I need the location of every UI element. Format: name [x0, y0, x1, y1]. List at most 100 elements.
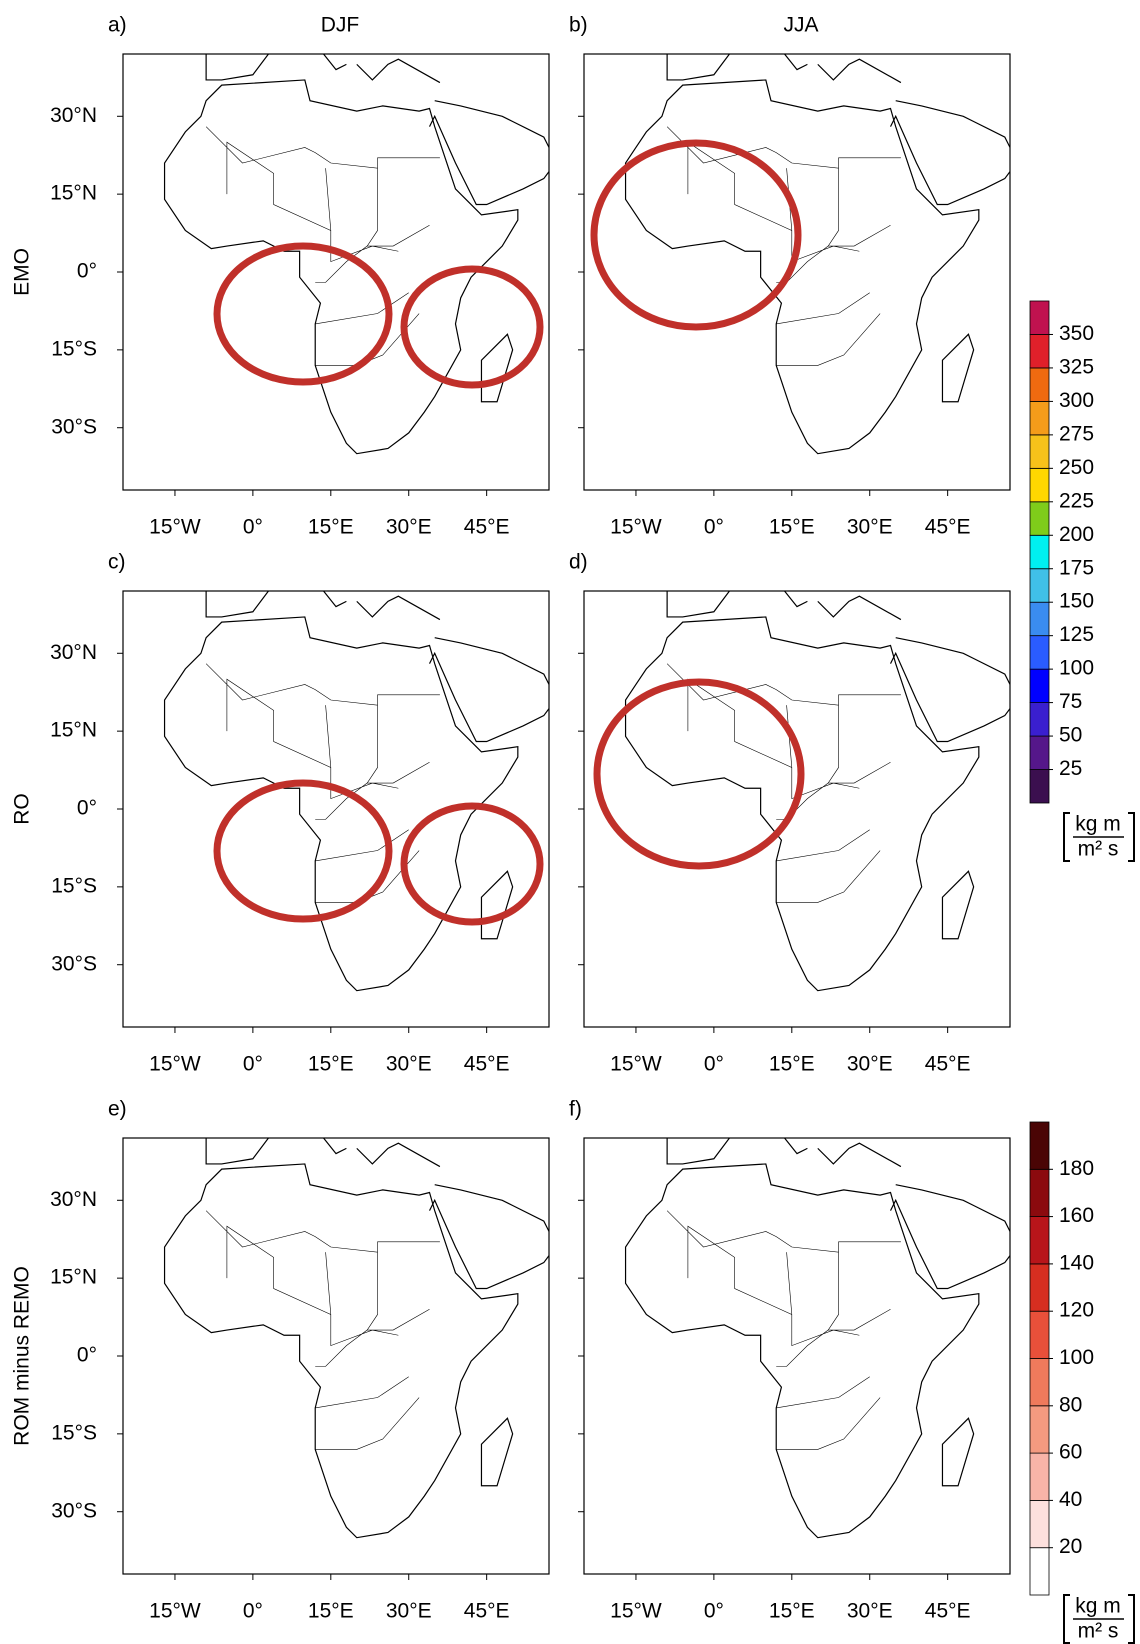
colorbar-tick-label: 300 [1059, 389, 1094, 412]
highlight-circle [213, 779, 393, 923]
colorbar-band [1029, 702, 1050, 737]
x-tick-label: 0° [243, 1053, 263, 1076]
x-tick-label: 30°E [386, 516, 432, 539]
colorbar: 20 40 60 80 100 120 140 160 180 kg mm² s [1029, 1121, 1135, 1644]
colorbar-band [1029, 635, 1050, 670]
y-tick-label: 30°N [50, 104, 97, 127]
colorbar-band [1029, 534, 1050, 570]
colorbar-tick-label: 20 [1059, 1535, 1082, 1558]
x-tick-label: 30°E [847, 516, 893, 539]
x-tick-label: 15°E [769, 516, 815, 539]
colorbar-band [1029, 1121, 1050, 1170]
highlight-circle [590, 139, 802, 331]
map-content [123, 591, 549, 1027]
colorbar-band [1029, 668, 1050, 704]
unit-bracket [1063, 1594, 1135, 1644]
map-panel: e) 15°W 0° 15°E 30°E 45°E 30°N 15°N 0° 15°S 30°S [50, 1098, 550, 1623]
highlight-circle [400, 802, 544, 926]
colorbar-band [1029, 1310, 1050, 1359]
colorbar-tick-label: 60 [1059, 1441, 1082, 1464]
y-tick-label: 15°N [50, 719, 97, 742]
colorbar-tick-label: 200 [1059, 523, 1094, 546]
x-tick-label: 15°W [610, 1600, 662, 1623]
y-tick-label: 15°N [50, 182, 97, 205]
colorbar-band [1029, 568, 1050, 603]
map-content [584, 54, 1010, 490]
panel-label: b) [569, 14, 588, 37]
colorbar-tick-label: 160 [1059, 1204, 1094, 1227]
row-label: RO [11, 793, 34, 825]
panel-label: d) [569, 551, 588, 574]
x-tick-label: 30°E [386, 1600, 432, 1623]
colorbar-tick-label: 325 [1059, 355, 1094, 378]
colorbar-tick-label: 150 [1059, 590, 1094, 613]
x-tick-label: 0° [704, 1600, 724, 1623]
x-tick-label: 15°E [769, 1053, 815, 1076]
x-tick-label: 45°E [464, 516, 510, 539]
colorbar-band [1029, 1358, 1050, 1407]
colorbar-band [1029, 300, 1050, 335]
y-tick-label: 15°S [51, 874, 97, 897]
colorbar-tick-label: 140 [1059, 1251, 1094, 1274]
x-tick-label: 0° [704, 1053, 724, 1076]
y-tick-label: 30°S [51, 415, 97, 438]
map-content [123, 54, 549, 490]
colorbar-tick-label: 225 [1059, 489, 1094, 512]
colorbar-band [1029, 1405, 1050, 1454]
colorbar-tick-label: 40 [1059, 1488, 1082, 1511]
x-tick-label: 45°E [464, 1600, 510, 1623]
x-tick-label: 45°E [464, 1053, 510, 1076]
x-tick-label: 15°E [308, 516, 354, 539]
panel-label: e) [108, 1098, 127, 1121]
colorbar-band [1029, 1500, 1050, 1549]
y-tick-label: 30°N [50, 1188, 97, 1211]
colorbar-tick-label: 180 [1059, 1157, 1094, 1180]
colorbar-tick-label: 120 [1059, 1299, 1094, 1322]
row-label: EMO [11, 248, 34, 296]
colorbar-band [1029, 1216, 1050, 1265]
x-tick-label: 0° [243, 1600, 263, 1623]
colorbar-band [1029, 1263, 1050, 1312]
y-tick-label: 15°N [50, 1266, 97, 1289]
y-tick-label: 0° [77, 260, 97, 283]
highlight-circle [400, 265, 544, 389]
x-tick-label: 30°E [847, 1053, 893, 1076]
column-title: JJA [783, 14, 818, 37]
x-tick-label: 15°E [308, 1053, 354, 1076]
colorbar-tick-label: 175 [1059, 556, 1094, 579]
x-tick-label: 15°W [149, 1600, 201, 1623]
colorbar-tick-label: 100 [1059, 657, 1094, 680]
colorbar-tick-label: 100 [1059, 1346, 1094, 1369]
colorbar-tick-label: 50 [1059, 724, 1082, 747]
colorbar-tick-label: 80 [1059, 1393, 1082, 1416]
colorbar-band [1029, 434, 1050, 469]
x-tick-label: 0° [704, 516, 724, 539]
x-tick-label: 15°W [610, 1053, 662, 1076]
x-tick-label: 30°E [386, 1053, 432, 1076]
colorbar: 25 50 75 100 125 150 175 200 225 250 275 300 325 350 k… [1029, 300, 1135, 862]
unit-bracket [1063, 812, 1135, 862]
x-tick-label: 15°W [610, 516, 662, 539]
x-tick-label: 45°E [925, 516, 971, 539]
x-tick-label: 15°W [149, 516, 201, 539]
unit-denominator: m² s [1078, 1620, 1119, 1643]
map-panel: f) 15°W 0° 15°E 30°E 45°E [569, 1098, 1011, 1623]
y-tick-label: 0° [77, 797, 97, 820]
map-panel: b) 15°W 0° 15°E 30°E 45°E [569, 14, 1011, 539]
y-tick-label: 15°S [51, 337, 97, 360]
colorbar-band [1029, 1168, 1050, 1218]
colorbar-tick-label: 75 [1059, 690, 1082, 713]
map-panel: c) 15°W 0° 15°E 30°E 45°E 30°N 15°N 0° 15°S 30°S [50, 551, 550, 1076]
y-tick-label: 0° [77, 1344, 97, 1367]
panel-label: c) [108, 551, 126, 574]
colorbar-band [1029, 400, 1050, 436]
colorbar-band [1029, 467, 1050, 503]
highlight-circle [593, 678, 805, 870]
x-tick-label: 15°E [769, 1600, 815, 1623]
x-tick-label: 45°E [925, 1600, 971, 1623]
panel-label: a) [108, 14, 127, 37]
colorbar-band [1029, 1547, 1050, 1596]
x-tick-label: 15°E [308, 1600, 354, 1623]
colorbar-band [1029, 601, 1050, 637]
unit-numerator: kg m [1075, 813, 1121, 836]
